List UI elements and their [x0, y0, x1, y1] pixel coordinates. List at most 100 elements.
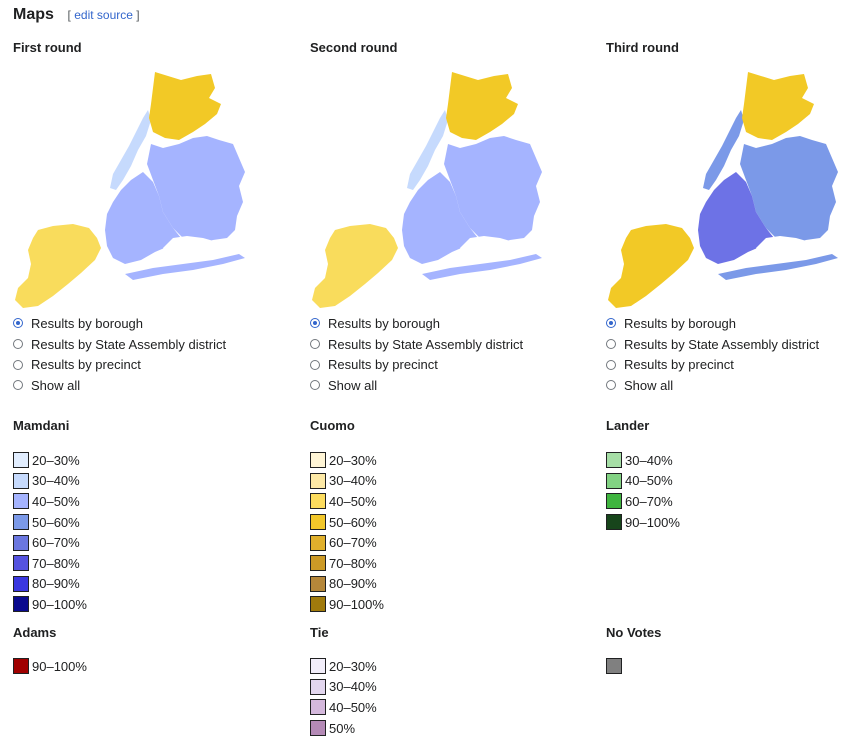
legend-item: 30–40% [606, 450, 680, 471]
option-by-precinct[interactable]: Results by precinct [606, 354, 819, 375]
queens-region[interactable] [444, 136, 542, 244]
legend-swatch [606, 514, 622, 531]
legend-swatch [310, 472, 326, 489]
legend-swatch [13, 493, 29, 510]
legend-swatch [310, 658, 326, 675]
radio-button[interactable] [606, 318, 616, 329]
legend-item: 90–100% [606, 512, 680, 533]
option-by-precinct[interactable]: Results by precinct [310, 354, 523, 375]
manhattan-region[interactable] [703, 110, 744, 190]
option-by-assembly-district[interactable]: Results by State Assembly district [310, 334, 523, 355]
legend-label: 70–80% [329, 555, 377, 571]
radio-button[interactable] [606, 380, 616, 391]
brooklyn-region[interactable] [402, 172, 478, 264]
option-by-borough[interactable]: Results by borough [310, 313, 523, 334]
staten-island-region[interactable] [312, 224, 398, 308]
manhattan-region[interactable] [110, 110, 151, 190]
rockaway-peninsula [422, 254, 542, 280]
radio-button[interactable] [606, 359, 616, 370]
edit-bracket-open: [ [67, 8, 71, 22]
option-show-all[interactable]: Show all [13, 375, 226, 396]
radio-button[interactable] [13, 339, 23, 350]
jamaica-bay-water [163, 236, 227, 260]
option-label: Results by borough [328, 315, 441, 331]
option-show-all[interactable]: Show all [606, 375, 819, 396]
legend-label: 90–100% [32, 596, 87, 612]
legend-item: 60–70% [13, 532, 87, 553]
staten-island-region[interactable] [15, 224, 101, 308]
legend-item: 50–60% [13, 512, 87, 533]
legend-label: 40–50% [32, 493, 80, 509]
option-label: Results by borough [31, 315, 144, 331]
radio-button[interactable] [13, 359, 23, 370]
option-label: Show all [624, 377, 674, 393]
legend-label: 30–40% [625, 452, 673, 468]
option-by-borough[interactable]: Results by borough [13, 313, 226, 334]
radio-button[interactable] [310, 339, 320, 350]
legend-swatch [310, 575, 326, 592]
legend-swatch [310, 678, 326, 695]
bronx-region[interactable] [742, 72, 814, 140]
section-title: Maps [13, 6, 54, 23]
legend-swatch [310, 493, 326, 510]
brooklyn-region[interactable] [105, 172, 181, 264]
legend-title-tie: Tie [310, 625, 329, 640]
legend-item: 20–30% [310, 450, 384, 471]
queens-region[interactable] [147, 136, 245, 244]
staten-island-region[interactable] [608, 224, 694, 308]
radio-button[interactable] [13, 318, 23, 329]
legend-label: 40–50% [329, 699, 377, 715]
legend-item: 20–30% [310, 656, 377, 677]
radio-button[interactable] [606, 339, 616, 350]
legend-item: 30–40% [310, 677, 377, 698]
option-label: Results by precinct [31, 357, 141, 373]
result-options: Results by borough Results by State Asse… [13, 313, 226, 396]
edit-bracket-close: ] [136, 8, 140, 22]
rockaway-peninsula [125, 254, 245, 280]
legend-item: 40–50% [310, 491, 384, 512]
legend-swatch [310, 720, 326, 737]
legend-label: 90–100% [32, 658, 87, 674]
legend-cuomo: 20–30% 30–40% 40–50% 50–60% 60–70% 70–80% 80–9… [310, 450, 384, 615]
legend-label: 30–40% [329, 473, 377, 489]
queens-region[interactable] [740, 136, 838, 244]
manhattan-region[interactable] [407, 110, 448, 190]
radio-button[interactable] [13, 380, 23, 391]
option-by-precinct[interactable]: Results by precinct [13, 354, 226, 375]
option-by-borough[interactable]: Results by borough [606, 313, 819, 334]
legend-item: 30–40% [13, 471, 87, 492]
legend-swatch [606, 452, 622, 469]
brooklyn-region[interactable] [698, 172, 774, 264]
jamaica-bay-water [756, 236, 820, 260]
legend-swatch [606, 493, 622, 510]
legend-swatch [13, 575, 29, 592]
edit-source-link[interactable]: edit source [74, 8, 133, 22]
legend-swatch [606, 658, 622, 675]
legend-swatch [13, 596, 29, 613]
legend-label: 20–30% [329, 658, 377, 674]
round-title: First round [13, 40, 82, 55]
legend-item: 70–80% [310, 553, 384, 574]
radio-button[interactable] [310, 359, 320, 370]
legend-swatch [310, 596, 326, 613]
legend-swatch [310, 534, 326, 551]
legend-title-adams: Adams [13, 625, 57, 640]
legend-label: 40–50% [329, 493, 377, 509]
legend-label: 20–30% [329, 452, 377, 468]
option-show-all[interactable]: Show all [310, 375, 523, 396]
legend-item: 60–70% [606, 491, 680, 512]
legend-swatch [310, 699, 326, 716]
radio-button[interactable] [310, 318, 320, 329]
option-by-assembly-district[interactable]: Results by State Assembly district [13, 334, 226, 355]
legend-tie: 20–30% 30–40% 40–50% 50% [310, 656, 377, 738]
radio-button[interactable] [310, 380, 320, 391]
legend-label: 80–90% [329, 576, 377, 592]
legend-item: 40–50% [310, 697, 377, 718]
legend-lander: 30–40% 40–50% 60–70% 90–100% [606, 450, 680, 532]
legend-swatch [13, 514, 29, 531]
bronx-region[interactable] [149, 72, 221, 140]
legend-item: 40–50% [13, 491, 87, 512]
option-by-assembly-district[interactable]: Results by State Assembly district [606, 334, 819, 355]
nyc-borough-map [608, 72, 838, 308]
bronx-region[interactable] [446, 72, 518, 140]
